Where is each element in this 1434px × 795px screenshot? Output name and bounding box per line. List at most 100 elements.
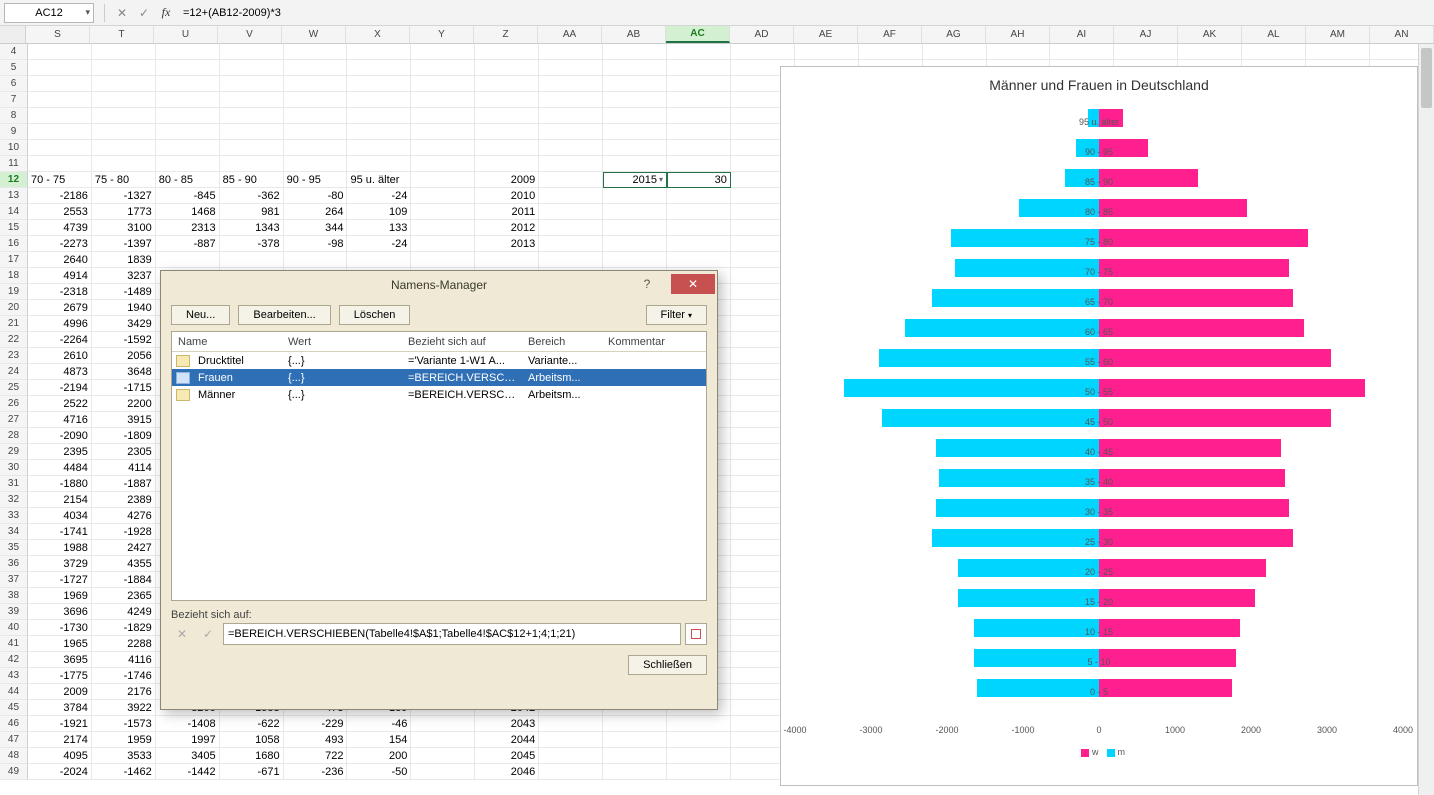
cell[interactable] [284, 140, 348, 156]
cell[interactable]: 3922 [92, 700, 156, 716]
cell[interactable]: 4716 [28, 412, 92, 428]
cell[interactable]: 2009 [475, 172, 539, 188]
cell[interactable] [603, 748, 667, 764]
cell[interactable] [92, 108, 156, 124]
cell[interactable]: 4114 [92, 460, 156, 476]
cell[interactable]: -236 [284, 764, 348, 780]
cell[interactable] [603, 764, 667, 780]
row-header[interactable]: 11 [0, 156, 28, 172]
row-header[interactable]: 17 [0, 252, 28, 268]
cell[interactable]: 3100 [92, 220, 156, 236]
cell[interactable] [284, 108, 348, 124]
list-header[interactable]: Name Wert Bezieht sich auf Bereich Komme… [172, 332, 706, 352]
column-header[interactable]: T [90, 26, 154, 43]
cell[interactable] [156, 252, 220, 268]
cell[interactable]: 3237 [92, 268, 156, 284]
col-bereich[interactable]: Bereich [522, 336, 602, 348]
cell[interactable]: -1489 [92, 284, 156, 300]
row-header[interactable]: 47 [0, 732, 28, 748]
accept-icon[interactable]: ✓ [199, 627, 217, 641]
row-header[interactable]: 35 [0, 540, 28, 556]
cell[interactable] [411, 236, 475, 252]
cell[interactable] [539, 60, 603, 76]
cell[interactable] [603, 220, 667, 236]
cell[interactable]: -1887 [92, 476, 156, 492]
cell[interactable] [411, 60, 475, 76]
cell[interactable] [347, 92, 411, 108]
cell[interactable] [539, 252, 603, 268]
cell[interactable] [220, 92, 284, 108]
cell[interactable]: -1408 [156, 716, 220, 732]
cell[interactable] [539, 92, 603, 108]
cell[interactable]: 3784 [28, 700, 92, 716]
row-header[interactable]: 34 [0, 524, 28, 540]
cell[interactable]: 4116 [92, 652, 156, 668]
cell[interactable]: -24 [347, 188, 411, 204]
cell[interactable] [411, 172, 475, 188]
cell[interactable] [539, 188, 603, 204]
row-header[interactable]: 23 [0, 348, 28, 364]
column-header[interactable]: AI [1050, 26, 1114, 43]
cell[interactable]: -50 [347, 764, 411, 780]
edit-button[interactable]: Bearbeiten... [238, 305, 330, 325]
cell[interactable] [667, 124, 731, 140]
cell[interactable] [411, 44, 475, 60]
col-kommentar[interactable]: Kommentar [602, 336, 706, 348]
cell[interactable] [284, 92, 348, 108]
cell[interactable] [475, 252, 539, 268]
cell[interactable] [28, 44, 92, 60]
cell[interactable] [667, 108, 731, 124]
cell[interactable]: 2640 [28, 252, 92, 268]
cell[interactable]: -1397 [92, 236, 156, 252]
column-header[interactable]: AM [1306, 26, 1370, 43]
row-header[interactable]: 43 [0, 668, 28, 684]
row-header[interactable]: 9 [0, 124, 28, 140]
cell[interactable]: -1921 [28, 716, 92, 732]
cell[interactable] [539, 172, 603, 188]
cell[interactable] [539, 220, 603, 236]
row-header[interactable]: 42 [0, 652, 28, 668]
cell[interactable]: -2318 [28, 284, 92, 300]
cell[interactable]: 95 u. älter [347, 172, 411, 188]
cell[interactable]: -1884 [92, 572, 156, 588]
close-button[interactable]: ✕ [671, 274, 715, 294]
cell[interactable] [28, 140, 92, 156]
cell[interactable] [603, 140, 667, 156]
cell[interactable] [220, 76, 284, 92]
cell[interactable]: 3695 [28, 652, 92, 668]
cell[interactable]: 90 - 95 [284, 172, 348, 188]
filter-button[interactable]: Filter▾ [646, 305, 707, 325]
cell[interactable]: 2365 [92, 588, 156, 604]
column-header[interactable]: Z [474, 26, 538, 43]
cell[interactable]: -1809 [92, 428, 156, 444]
cell[interactable]: -1462 [92, 764, 156, 780]
cell[interactable] [220, 44, 284, 60]
cell[interactable]: 75 - 80 [92, 172, 156, 188]
cell[interactable] [347, 76, 411, 92]
row-header[interactable]: 28 [0, 428, 28, 444]
cell[interactable] [667, 188, 731, 204]
cell[interactable] [347, 252, 411, 268]
cell[interactable]: 2313 [156, 220, 220, 236]
cell[interactable] [156, 124, 220, 140]
cell[interactable] [1242, 44, 1306, 60]
cell[interactable]: 2010 [475, 188, 539, 204]
cell[interactable] [347, 140, 411, 156]
row-header[interactable]: 31 [0, 476, 28, 492]
cell[interactable]: 1940 [92, 300, 156, 316]
cell[interactable]: 493 [284, 732, 348, 748]
column-header[interactable]: V [218, 26, 282, 43]
cell[interactable]: -2186 [28, 188, 92, 204]
cell[interactable] [156, 60, 220, 76]
cell[interactable] [220, 124, 284, 140]
row-header[interactable]: 48 [0, 748, 28, 764]
cell[interactable]: -1715 [92, 380, 156, 396]
cell[interactable]: -46 [347, 716, 411, 732]
row-header[interactable]: 30 [0, 460, 28, 476]
cell[interactable] [923, 44, 987, 60]
cell[interactable] [795, 44, 859, 60]
cell[interactable] [92, 60, 156, 76]
cell[interactable]: -2264 [28, 332, 92, 348]
cell[interactable]: -80 [284, 188, 348, 204]
cell[interactable] [667, 716, 731, 732]
